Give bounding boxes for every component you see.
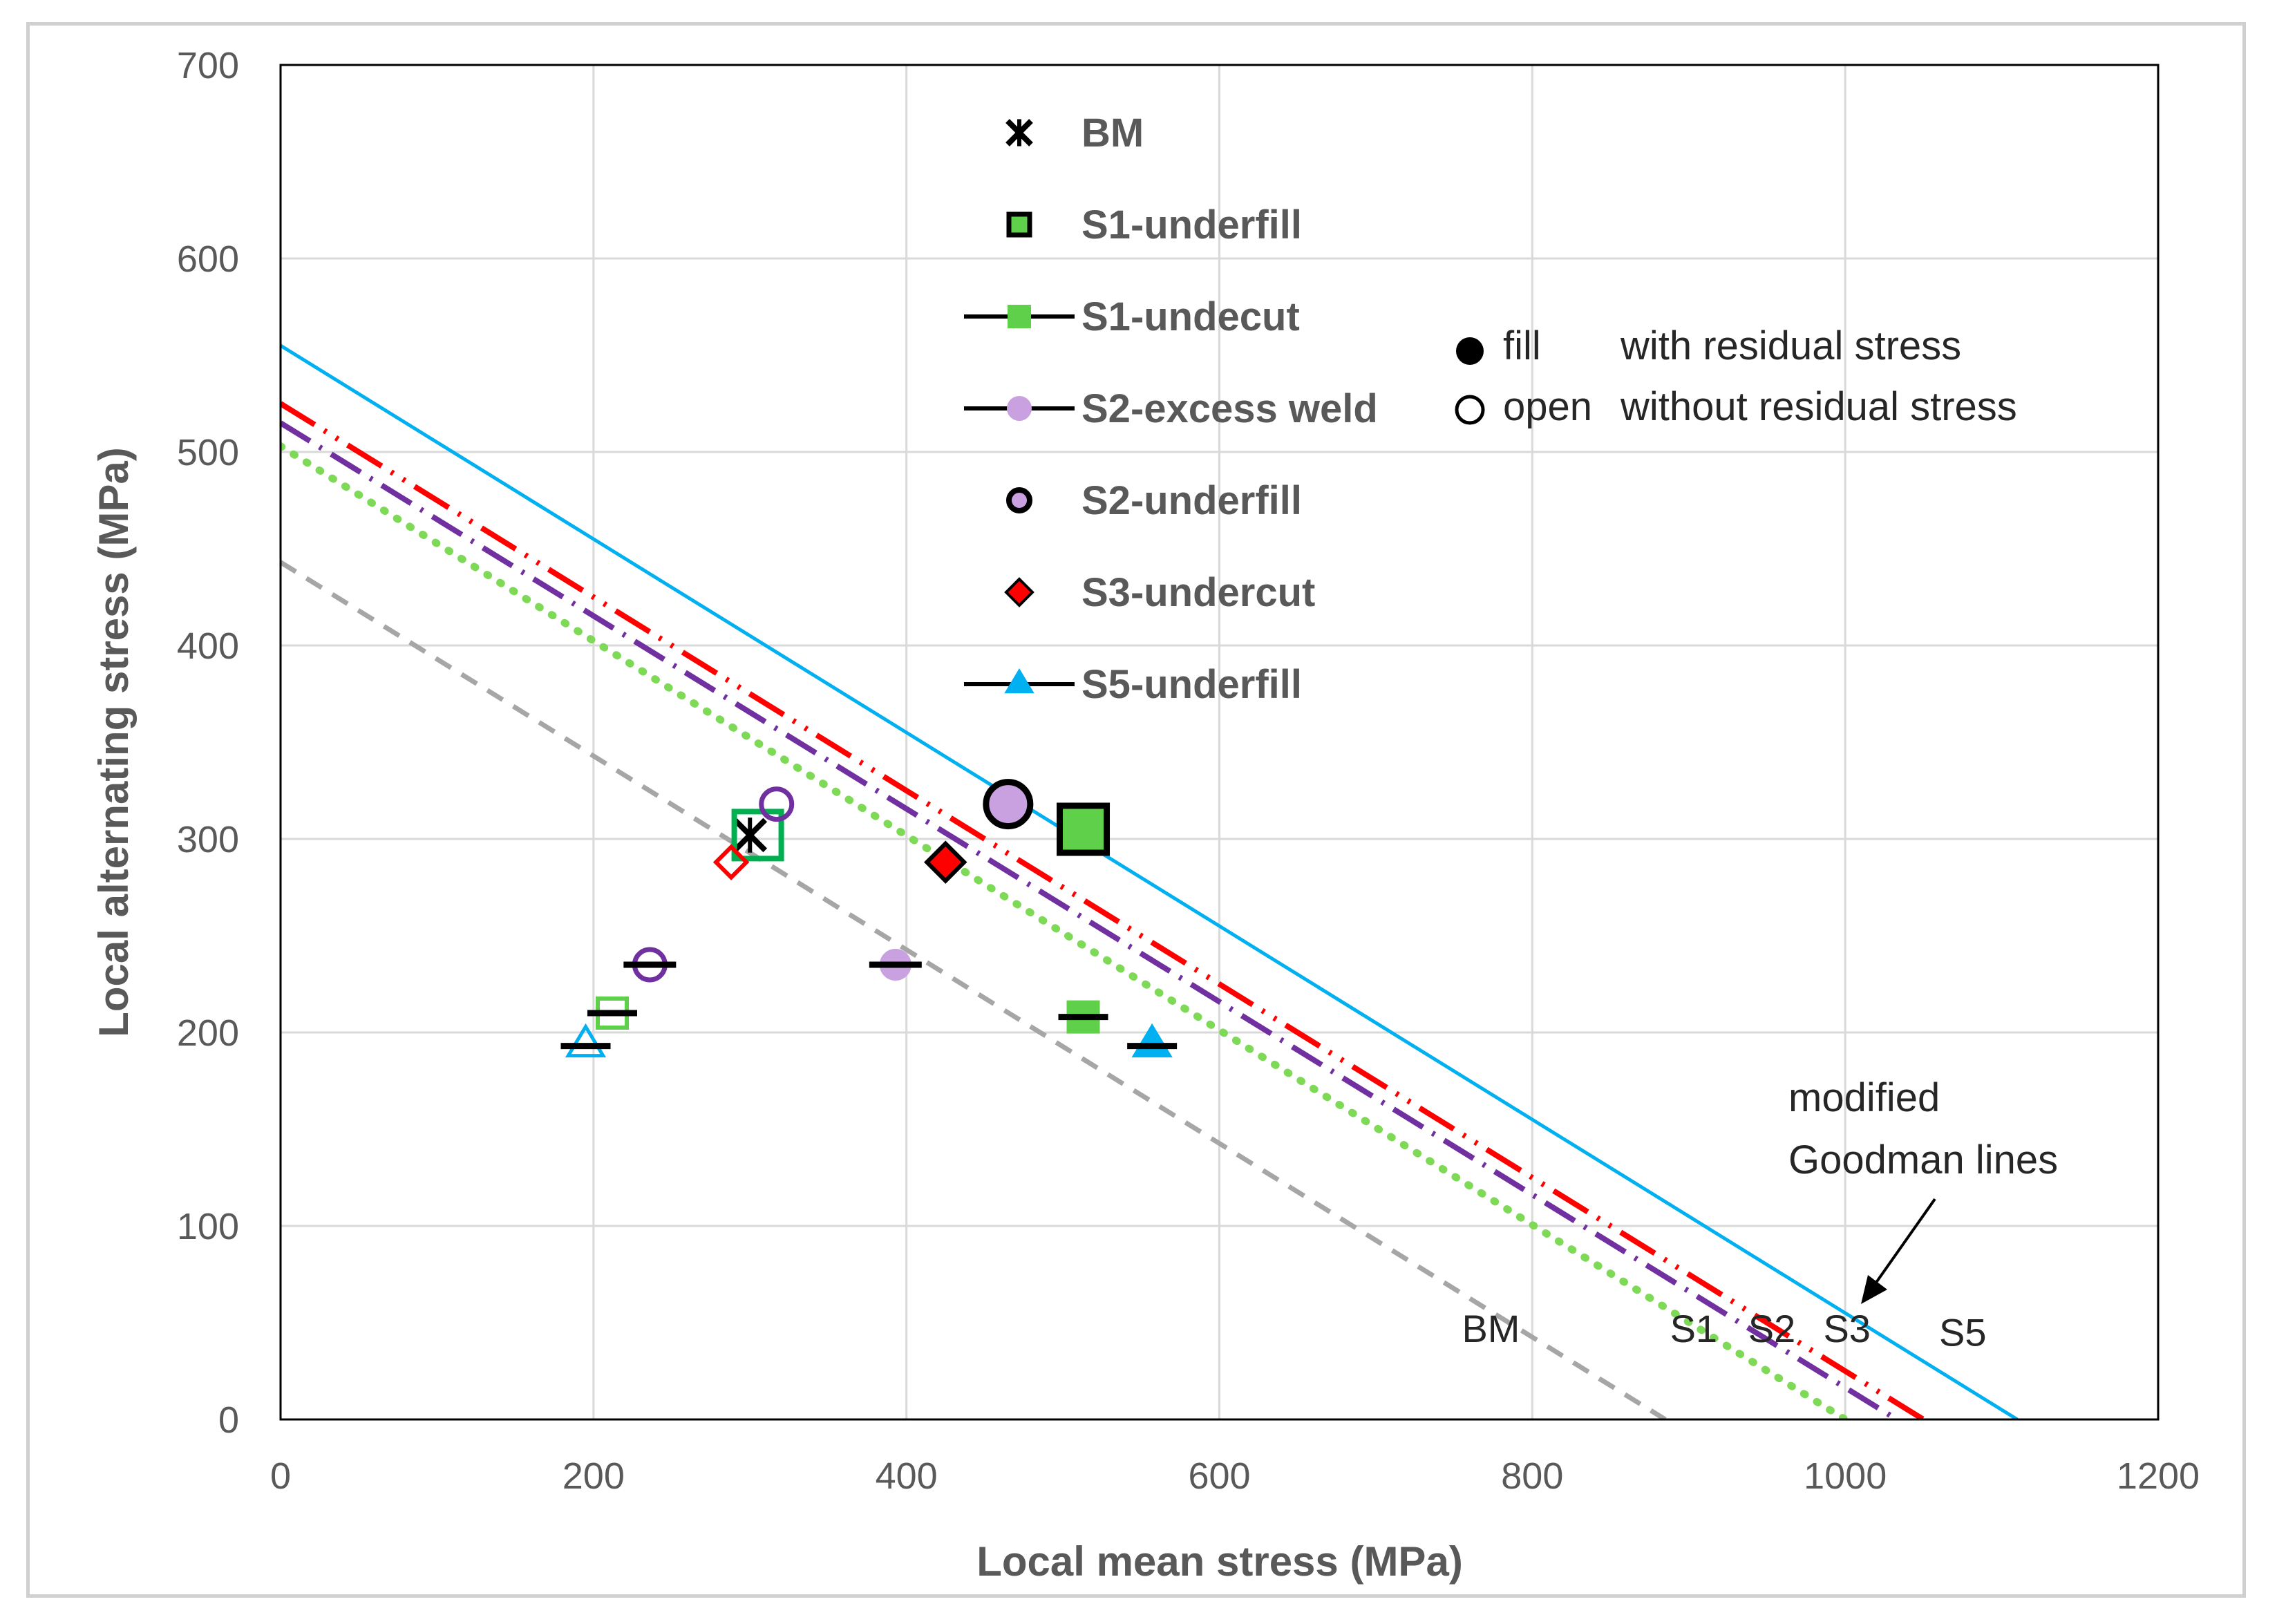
x-tick-label: 800 — [1501, 1455, 1563, 1497]
x-tick-label: 200 — [563, 1455, 625, 1497]
y-tick-label: 300 — [177, 819, 239, 860]
legend-item: S2-excess weld — [964, 386, 1378, 431]
legend-item: S1-undecut — [964, 294, 1300, 339]
goodman-line-s1 — [281, 442, 1849, 1419]
goodman-label-s2: S2 — [1748, 1307, 1796, 1350]
open-point — [712, 844, 750, 880]
legend-item: BM — [1005, 111, 1144, 155]
series-s5-underfill — [560, 1023, 1178, 1058]
y-tick-label: 600 — [177, 238, 239, 280]
open-point — [565, 1023, 607, 1058]
chart-frame — [26, 22, 2246, 1598]
series-s2-excess-weld — [623, 947, 922, 983]
legend-item: S5-underfill — [964, 662, 1302, 707]
open-note-text: without residual stress — [1620, 384, 2017, 429]
goodman-arrow-shaft — [1873, 1198, 1936, 1287]
series-s2-underfill — [759, 779, 1034, 830]
legend-item: S2-underfill — [1006, 478, 1302, 523]
series-s3-undercut — [712, 840, 967, 884]
open-point — [731, 809, 784, 862]
y-tick-label: 100 — [177, 1206, 239, 1247]
open-circle-icon — [1455, 395, 1485, 425]
legend-square-icon — [1006, 211, 1032, 238]
x-tick-label: 0 — [270, 1455, 291, 1497]
goodman-annotation: modified Goodman lines — [1788, 1075, 2058, 1304]
open-note-symbol: open — [1503, 384, 1592, 429]
y-tick-label: 400 — [177, 625, 239, 667]
goodman-line-s3 — [281, 401, 1925, 1419]
legend-label: S3-undercut — [1081, 570, 1315, 615]
legend-label: BM — [1081, 111, 1144, 155]
open-point — [759, 786, 795, 822]
goodman-note-line2: Goodman lines — [1788, 1137, 2058, 1182]
x-tick-label: 1000 — [1804, 1455, 1887, 1497]
goodman-label-s5: S5 — [1939, 1311, 1987, 1354]
y-tick-label: 200 — [177, 1012, 239, 1054]
fill-open-note: fill with residual stress open without r… — [1455, 323, 2017, 429]
legend-label: S1-underfill — [1081, 202, 1302, 247]
legend-circle-icon — [1007, 396, 1032, 421]
x-tick-label: 600 — [1188, 1455, 1250, 1497]
series-s1-underfill — [731, 802, 1111, 862]
goodman-label-bm: BM — [1462, 1307, 1520, 1350]
fill-note-text: with residual stress — [1620, 323, 1961, 368]
filled-point — [924, 840, 967, 884]
filled-point — [1057, 802, 1111, 856]
x-tick-label: 1200 — [2117, 1455, 2200, 1497]
legend-label: S1-undecut — [1081, 294, 1300, 339]
x-axis-title: Local mean stress (MPa) — [976, 1538, 1463, 1585]
legend-circle-icon — [1006, 487, 1032, 513]
series-bm — [733, 818, 768, 853]
goodman-lines — [281, 343, 2019, 1419]
series-s1-undecut — [587, 997, 1108, 1034]
goodman-line-s2 — [281, 420, 1898, 1419]
data-points — [560, 779, 1178, 1058]
goodman-line-s5 — [281, 343, 2019, 1419]
y-tick-label: 0 — [218, 1399, 239, 1441]
legend-label: S2-underfill — [1081, 478, 1302, 523]
legend-item: S3-undercut — [1004, 570, 1315, 615]
filled-circle-icon — [1456, 337, 1484, 365]
goodman-note-line1: modified — [1788, 1075, 1940, 1120]
legend-label: S2-excess weld — [1081, 386, 1378, 431]
legend: BM S1-underfill S1-undecut S2-excess weld S2… — [964, 111, 1378, 707]
legend-diamond-icon — [1004, 577, 1034, 607]
legend-item: S1-underfill — [1006, 202, 1302, 247]
goodman-arrow-head — [1861, 1275, 1887, 1304]
x-tick-label: 400 — [876, 1455, 938, 1497]
plot-area-border — [279, 64, 2160, 1421]
filled-point — [983, 779, 1034, 830]
fill-note-symbol: fill — [1503, 323, 1541, 368]
goodman-line-bm — [281, 560, 1667, 1419]
y-tick-label: 500 — [177, 432, 239, 473]
legend-triangle-icon — [1004, 668, 1034, 694]
goodman-label-s3: S3 — [1823, 1307, 1871, 1350]
y-axis-title: Local alternating stress (MPa) — [91, 447, 137, 1037]
legend-label: S5-underfill — [1081, 662, 1302, 707]
grid-layer — [279, 64, 2160, 1421]
goodman-label-s1: S1 — [1670, 1307, 1718, 1350]
y-tick-label: 700 — [177, 45, 239, 86]
legend-square-icon — [1008, 305, 1031, 328]
tick-labels: 0 200 400 600 800 1000 1200 0 100 200 300 400 500 600… — [177, 45, 2200, 1497]
filled-point — [1131, 1023, 1173, 1058]
goodman-line-labels: BM S1 S2 S3 S5 — [1462, 1307, 1986, 1354]
